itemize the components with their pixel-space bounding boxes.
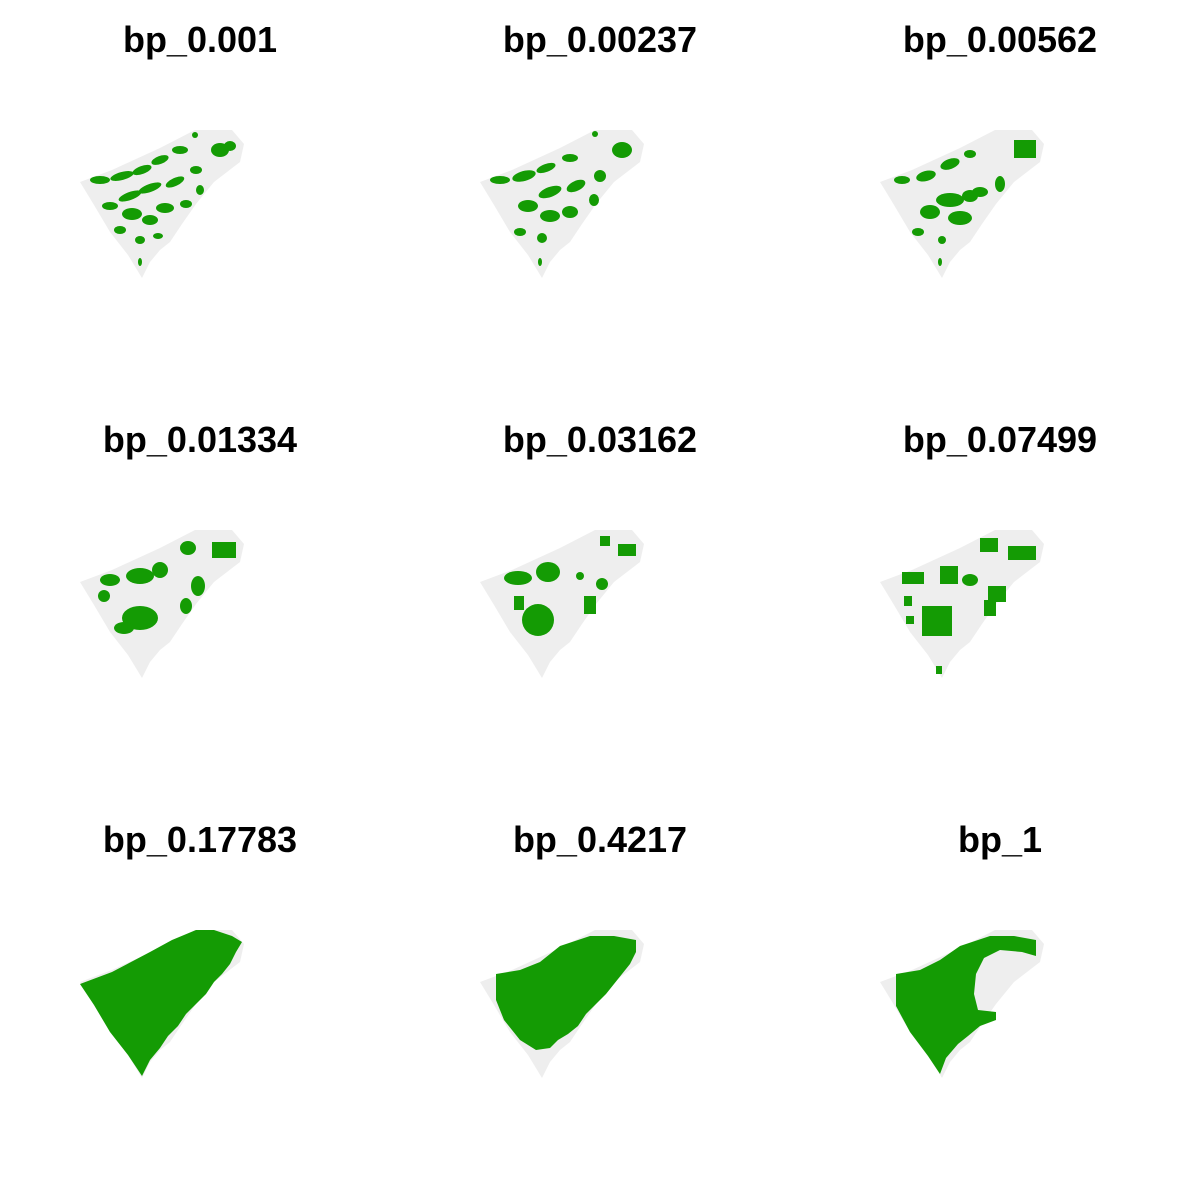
map-plot xyxy=(80,530,244,678)
map-panel-1: bp_0.001 xyxy=(0,0,400,400)
map-plot xyxy=(480,130,644,278)
selected-cells xyxy=(90,132,236,266)
panel-title: bp_0.00562 xyxy=(902,19,1098,60)
map-plot xyxy=(880,530,1044,678)
study-region xyxy=(480,130,644,278)
map-panel-9: bp_1 xyxy=(800,800,1200,1200)
map-plot xyxy=(880,130,1044,278)
map-plot xyxy=(480,530,644,678)
map-panel-7: bp_0.17783 xyxy=(0,800,400,1200)
map-panel-6: bp_0.07499 xyxy=(800,400,1200,800)
panel-title: bp_0.00237 xyxy=(502,19,698,60)
map-panel-4: bp_0.01334 xyxy=(0,400,400,800)
study-region xyxy=(80,530,244,678)
panel-title: bp_0.01334 xyxy=(102,419,298,460)
selected-cells xyxy=(98,541,236,634)
map-plot xyxy=(80,930,244,1078)
map-plot xyxy=(80,130,244,278)
map-plot xyxy=(480,930,644,1078)
map-plot xyxy=(880,930,1044,1078)
panel-title: bp_0.17783 xyxy=(102,819,298,860)
panel-title: bp_0.001 xyxy=(122,19,278,60)
panel-title: bp_0.4217 xyxy=(512,819,688,860)
panel-title: bp_0.03162 xyxy=(502,419,698,460)
selected-area xyxy=(80,930,242,1076)
map-panel-8: bp_0.4217 xyxy=(400,800,800,1200)
panel-title: bp_1 xyxy=(957,819,1043,860)
selected-area xyxy=(496,936,636,1050)
map-panel-2: bp_0.00237 xyxy=(400,0,800,400)
study-region xyxy=(880,530,1044,678)
study-region xyxy=(880,130,1044,278)
selected-cells xyxy=(894,140,1036,266)
selected-area xyxy=(896,936,1036,1074)
map-panel-5: bp_0.03162 xyxy=(400,400,800,800)
study-region xyxy=(480,530,644,678)
selected-cells xyxy=(504,536,636,636)
selected-cells xyxy=(490,131,632,266)
map-panel-3: bp_0.00562 xyxy=(800,0,1200,400)
panel-title: bp_0.07499 xyxy=(902,419,1098,460)
selected-cells xyxy=(902,538,1036,674)
